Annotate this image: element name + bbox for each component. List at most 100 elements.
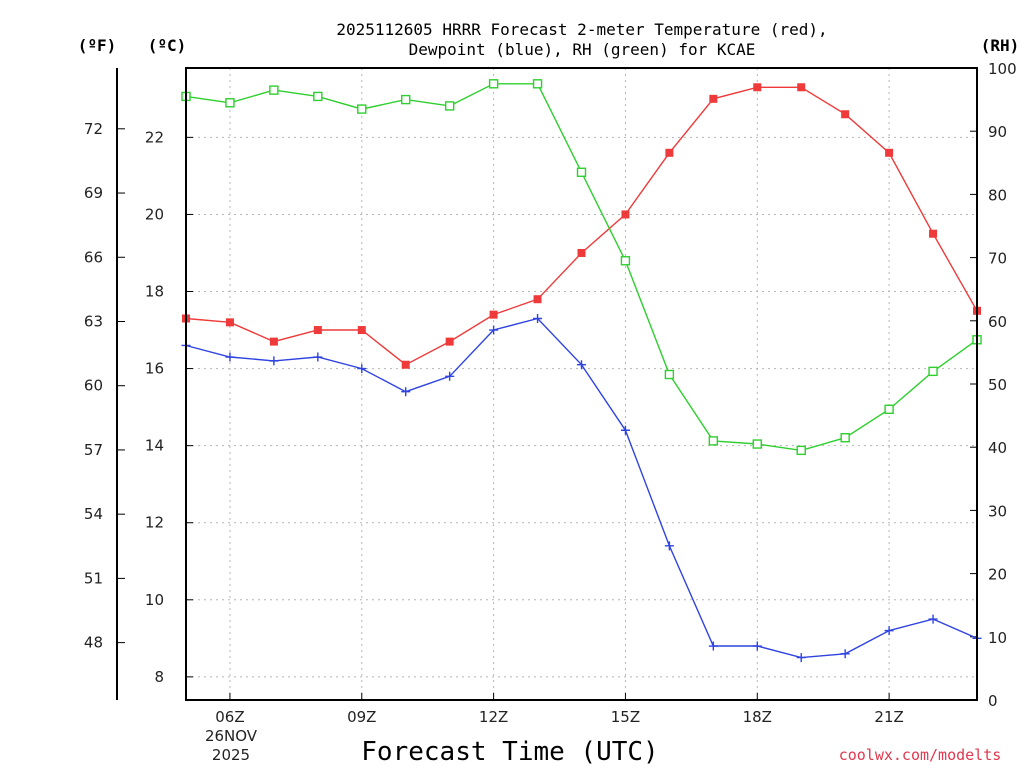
chart-title-line2: Dewpoint (blue), RH (green) for KCAE xyxy=(409,40,756,59)
dewpoint-point xyxy=(752,641,762,651)
temperature-point xyxy=(533,295,542,304)
date-label-day: 26NOV xyxy=(205,727,258,745)
rh-tick-label: 80 xyxy=(988,186,1007,204)
celsius-axis: 8 10 12 14 16 18 20 22 xyxy=(145,128,193,686)
fahrenheit-tick-label: 54 xyxy=(84,505,103,523)
temperature-point xyxy=(929,229,938,238)
dewpoint-point xyxy=(225,352,235,362)
rh-tick-label: 20 xyxy=(988,566,1007,584)
time-tick-label: 09Z xyxy=(347,708,376,726)
dewpoint-point xyxy=(445,371,455,381)
rh-line xyxy=(185,83,978,452)
celsius-tick-label: 10 xyxy=(145,591,164,609)
celsius-tick-label: 8 xyxy=(154,668,164,686)
rh-point xyxy=(225,98,235,108)
rh-point xyxy=(928,366,938,377)
time-axis: 06Z 09Z 12Z 15Z 18Z 21Z xyxy=(215,693,904,726)
date-label-year: 2025 xyxy=(212,746,250,764)
dewpoint-point xyxy=(884,626,894,636)
series-layer xyxy=(181,79,982,663)
time-tick-label: 06Z xyxy=(215,708,244,726)
dewpoint-point xyxy=(796,653,806,663)
time-tick-label: 21Z xyxy=(874,708,903,726)
fahrenheit-tick-label: 60 xyxy=(84,377,103,395)
fahrenheit-tick-label: 63 xyxy=(84,312,103,330)
dewpoint-point xyxy=(269,356,279,366)
temperature-point xyxy=(841,110,850,119)
temperature-point xyxy=(445,337,454,346)
time-tick-label: 18Z xyxy=(743,708,772,726)
dewpoint-point xyxy=(577,360,586,370)
rh-tick-label: 0 xyxy=(988,692,998,710)
temperature-point xyxy=(797,83,806,92)
time-tick-label: 15Z xyxy=(611,708,640,726)
rh-tick-label: 100 xyxy=(988,60,1017,78)
credit-link[interactable]: coolwx.com/modelts xyxy=(839,746,1002,764)
plot-frame xyxy=(185,67,978,701)
dewpoint-point xyxy=(708,641,718,651)
rh-point xyxy=(269,85,279,95)
rh-point xyxy=(884,404,894,414)
celsius-unit-label: (ºC) xyxy=(148,36,187,55)
dewpoint-point xyxy=(620,425,630,435)
rh-tick-label: 40 xyxy=(988,439,1007,457)
dewpoint-point xyxy=(533,313,543,323)
rh-point xyxy=(752,439,762,449)
dewpoint-point xyxy=(489,325,499,335)
rh-point xyxy=(840,433,850,443)
rh-point xyxy=(576,167,587,177)
rh-axis: 0 10 20 30 40 50 60 70 80 90 100 xyxy=(970,60,1017,710)
temperature-point xyxy=(753,83,762,92)
x-axis-title: Forecast Time (UTC) xyxy=(361,737,658,767)
rh-point xyxy=(444,101,455,111)
celsius-tick-label: 18 xyxy=(145,283,164,301)
time-tick-label: 12Z xyxy=(479,708,508,726)
rh-point xyxy=(313,91,323,102)
celsius-tick-label: 16 xyxy=(145,360,164,378)
temperature-point xyxy=(621,210,630,219)
temperature-point xyxy=(665,148,674,157)
fahrenheit-tick-label: 69 xyxy=(84,184,103,202)
rh-point xyxy=(532,79,543,89)
temperature-point xyxy=(269,337,278,346)
temperature-line xyxy=(185,86,978,366)
chart-title-line1: 2025112605 HRRR Forecast 2-meter Tempera… xyxy=(336,20,827,39)
temperature-point xyxy=(577,248,586,257)
grid-lines xyxy=(186,68,977,700)
rh-tick-label: 70 xyxy=(988,250,1007,268)
dewpoint-point xyxy=(357,364,367,374)
rh-point xyxy=(708,436,719,446)
fahrenheit-unit-label: (ºF) xyxy=(78,36,117,55)
rh-tick-label: 50 xyxy=(988,376,1007,394)
temperature-point xyxy=(357,326,366,335)
rh-point xyxy=(357,104,367,114)
rh-point xyxy=(488,79,499,89)
temperature-point xyxy=(709,94,718,103)
dewpoint-point xyxy=(840,649,850,659)
dewpoint-point xyxy=(664,541,674,551)
celsius-tick-label: 12 xyxy=(145,514,164,532)
fahrenheit-tick-label: 48 xyxy=(84,634,103,652)
celsius-tick-label: 22 xyxy=(145,128,164,146)
celsius-tick-label: 14 xyxy=(145,437,164,455)
rh-tick-label: 90 xyxy=(988,123,1007,141)
dewpoint-point xyxy=(313,352,323,362)
fahrenheit-tick-label: 51 xyxy=(84,569,103,587)
dewpoint-point xyxy=(401,387,411,397)
fahrenheit-tick-label: 72 xyxy=(84,120,103,138)
rh-point xyxy=(796,445,806,456)
temperature-point xyxy=(401,360,410,369)
rh-point xyxy=(664,369,675,380)
temperature-point xyxy=(225,318,234,327)
temperature-point xyxy=(489,310,498,319)
rh-unit-label: (RH) xyxy=(981,36,1020,55)
temperature-point xyxy=(885,148,894,157)
fahrenheit-tick-label: 57 xyxy=(84,441,103,459)
rh-point xyxy=(401,94,411,105)
fahrenheit-tick-label: 66 xyxy=(84,248,103,266)
dewpoint-line xyxy=(185,317,978,659)
temperature-point xyxy=(313,326,322,335)
rh-tick-label: 30 xyxy=(988,502,1007,520)
fahrenheit-axis: 48 51 54 57 60 63 66 69 72 xyxy=(84,120,125,652)
